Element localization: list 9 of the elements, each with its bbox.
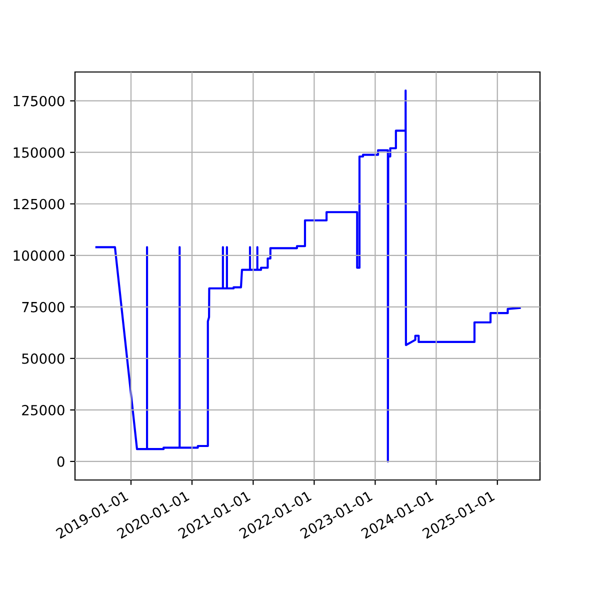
y-tick-label: 125000: [14, 198, 64, 210]
y-tick-label: 75000: [22, 302, 64, 312]
y-tick-label: 100000: [14, 250, 64, 261]
y-tick-label: 175000: [14, 96, 64, 106]
y-tick-label: 0: [57, 456, 64, 467]
y-tick-label: 150000: [14, 147, 64, 158]
line-series: [95, 90, 521, 462]
y-tick-label: 50000: [22, 353, 64, 364]
y-tick-label: 25000: [22, 404, 64, 416]
